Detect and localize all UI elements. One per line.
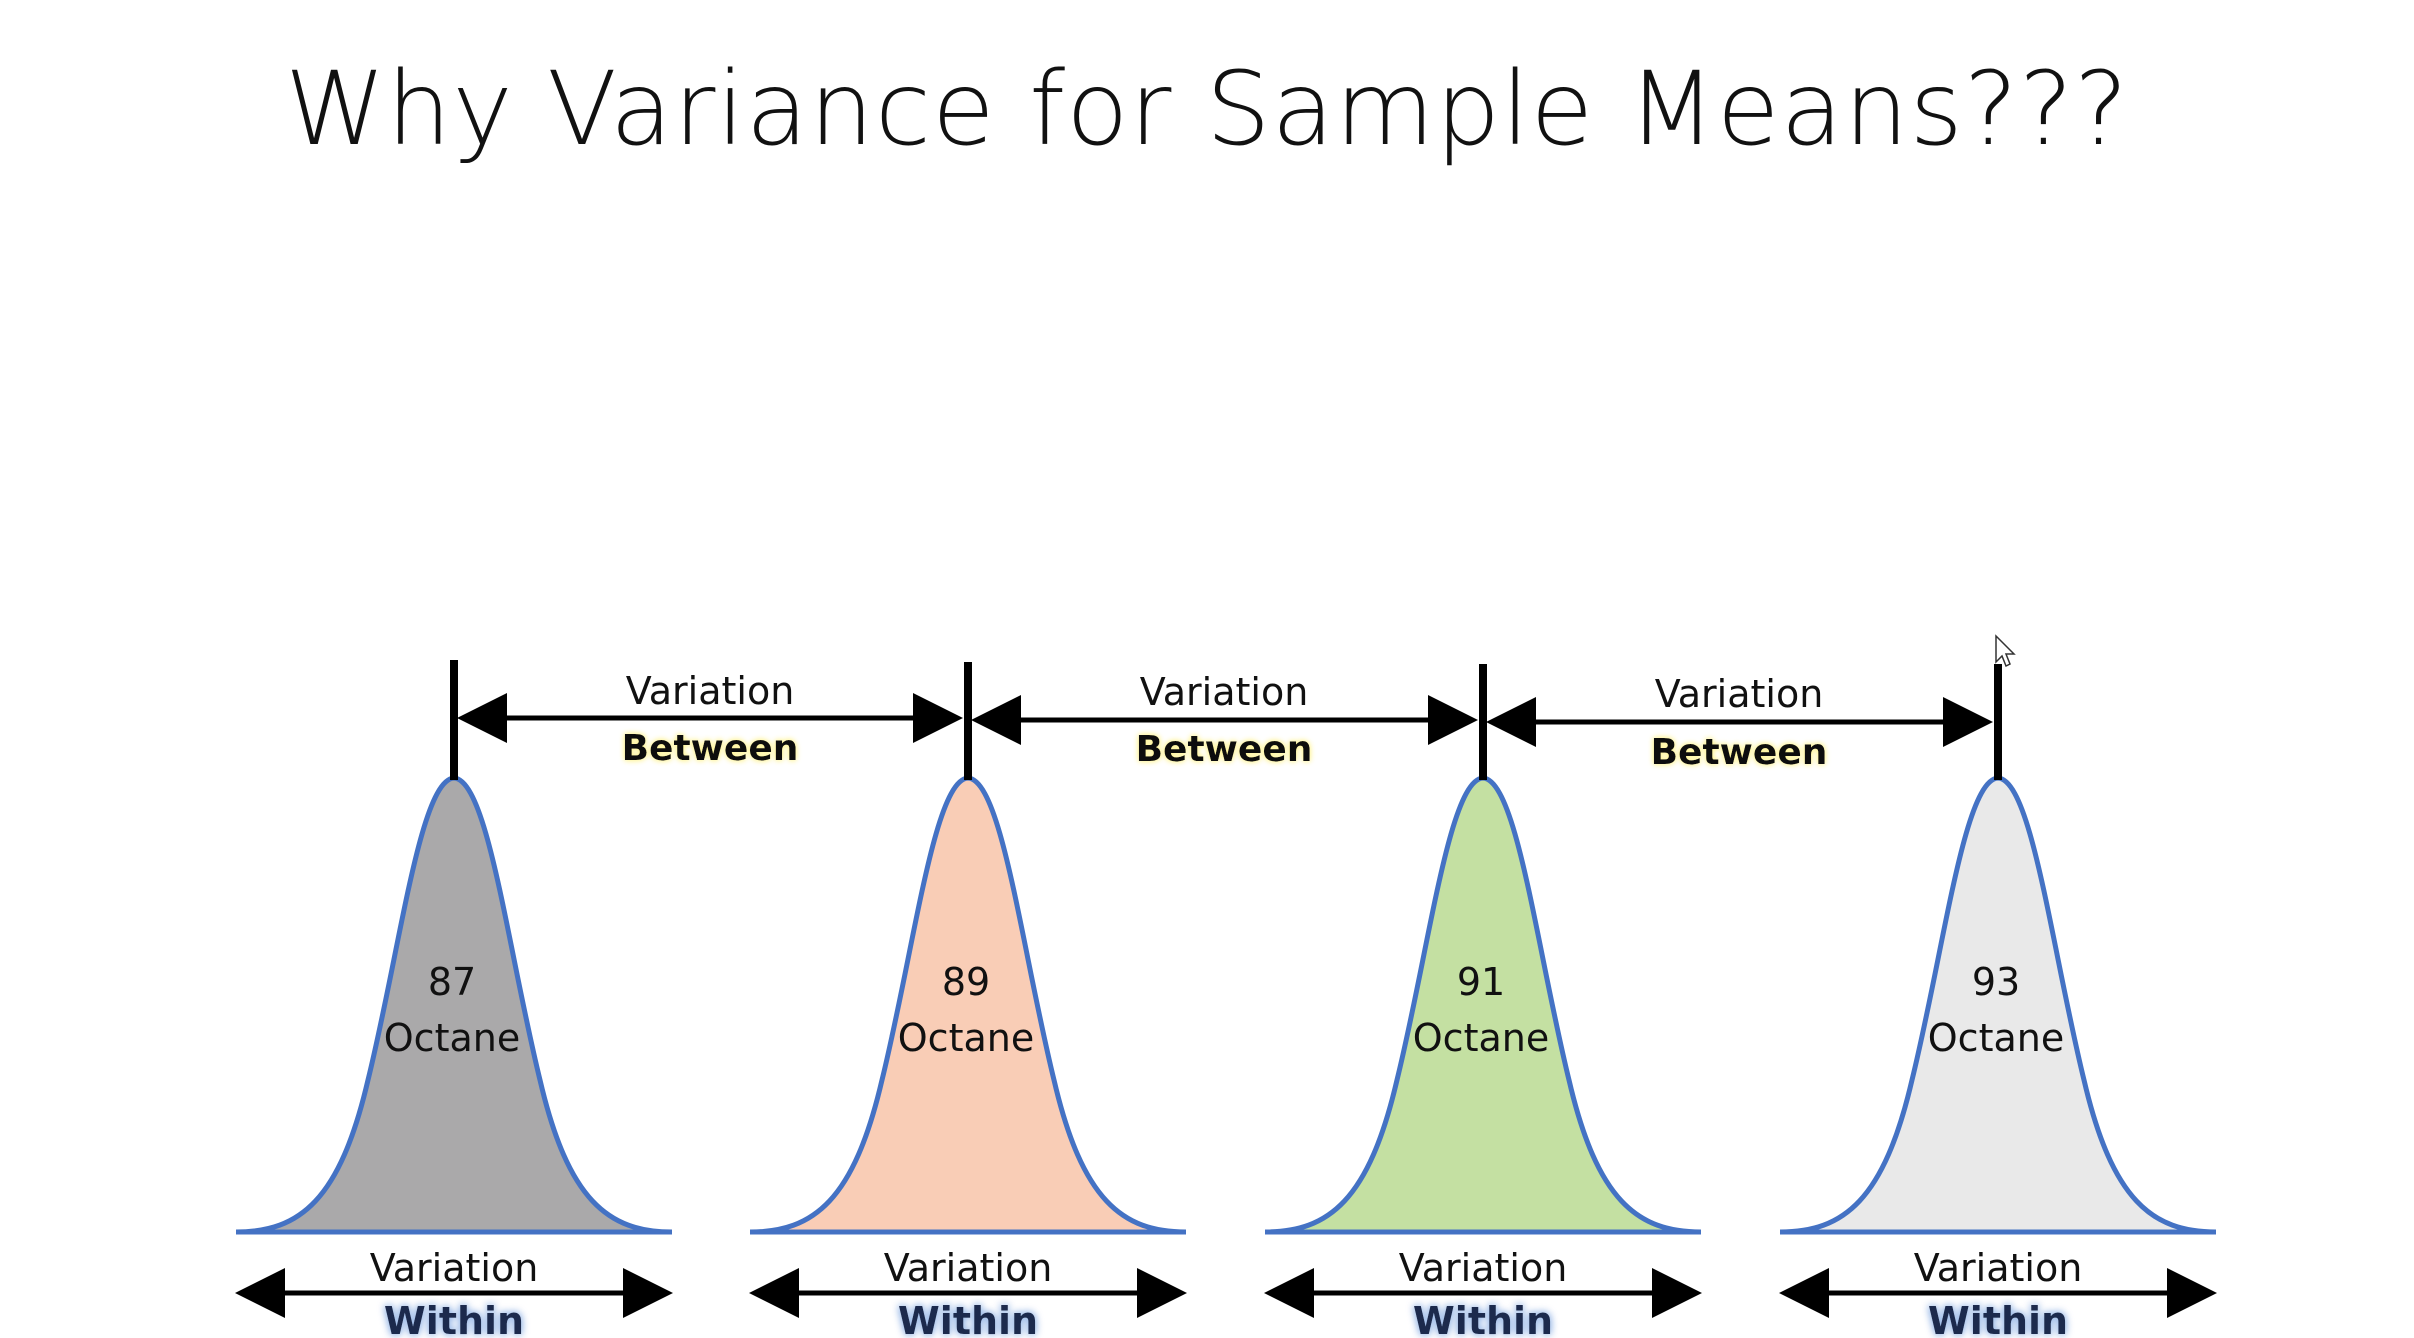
within-variation-label-3: Variation — [1399, 1246, 1568, 1290]
between-label-2: Between — [1136, 729, 1313, 770]
curve-unit-91: Octane — [1413, 1016, 1549, 1060]
between-variation-label-2: Variation — [1140, 670, 1309, 714]
bell-curve-shape — [1264, 775, 1702, 1235]
within-label-4: Within — [1928, 1299, 2068, 1338]
between-label-1: Between — [622, 728, 799, 769]
curve-value-87: 87 — [428, 960, 476, 1004]
curve-91 — [1264, 775, 1702, 1235]
within-variation-label-1: Variation — [370, 1246, 539, 1290]
between-variation-label-1: Variation — [626, 669, 795, 713]
curve-value-93: 93 — [1972, 960, 2020, 1004]
within-label-3: Within — [1413, 1299, 1553, 1338]
curve-93 — [1779, 775, 2217, 1235]
between-label-3: Between — [1651, 732, 1828, 773]
curve-87 — [235, 775, 673, 1235]
curve-unit-87: Octane — [384, 1016, 520, 1060]
bell-curve-shape — [1779, 775, 2217, 1235]
curve-89 — [749, 775, 1187, 1235]
within-label-1: Within — [384, 1299, 524, 1338]
curve-unit-93: Octane — [1928, 1016, 2064, 1060]
curve-value-91: 91 — [1457, 960, 1505, 1004]
bell-curve-shape — [749, 775, 1187, 1235]
within-variation-label-4: Variation — [1914, 1246, 2083, 1290]
bell-curve-shape — [235, 775, 673, 1235]
between-variation-label-3: Variation — [1655, 672, 1824, 716]
curve-value-89: 89 — [942, 960, 990, 1004]
slide-title: Why Variance for Sample Means??? — [284, 50, 2130, 169]
arrow-cursor-icon — [1995, 634, 2016, 668]
within-label-2: Within — [898, 1299, 1038, 1338]
within-variation-label-2: Variation — [884, 1246, 1053, 1290]
curve-unit-89: Octane — [898, 1016, 1034, 1060]
